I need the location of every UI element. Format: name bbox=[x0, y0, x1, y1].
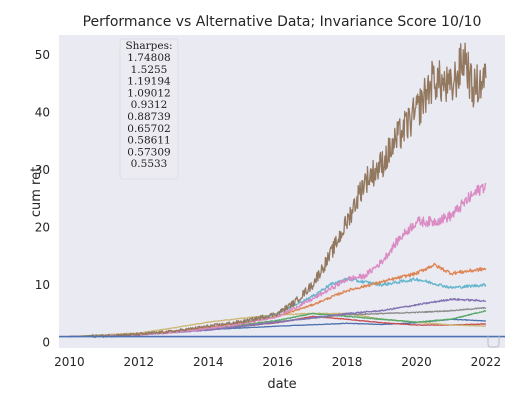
sharpe-value: 1.09012 bbox=[127, 87, 170, 99]
sharpe-value: 1.19194 bbox=[127, 76, 171, 88]
sharpe-annotation-title: Sharpes: bbox=[125, 40, 172, 52]
sharpe-values: 1.748081.52551.191941.090120.93120.88739… bbox=[127, 52, 171, 170]
y-tick-label: 0 bbox=[42, 335, 50, 349]
y-tick-label: 40 bbox=[35, 106, 50, 120]
series-line bbox=[69, 42, 487, 339]
x-tick-label: 2020 bbox=[401, 355, 432, 369]
sharpe-value: 0.58611 bbox=[127, 135, 170, 147]
y-axis-label: cum ret bbox=[29, 167, 44, 217]
y-tick-label: 30 bbox=[35, 163, 50, 177]
sharpe-value: 1.5255 bbox=[131, 64, 168, 76]
x-tick-label: 2014 bbox=[193, 355, 224, 369]
x-tick-label: 2010 bbox=[54, 355, 85, 369]
sharpe-annotation-box bbox=[119, 38, 179, 180]
sharpe-value: 0.65702 bbox=[127, 123, 170, 135]
series-layer bbox=[69, 42, 487, 339]
x-tick-labels: 2010 2012 2014 2016 2018 2020 2022 bbox=[54, 355, 501, 369]
y-tick-label: 20 bbox=[35, 220, 50, 234]
sharpe-annotation: Sharpes: 1.748081.52551.191941.090120.93… bbox=[119, 38, 179, 180]
sharpe-value: 0.88739 bbox=[127, 111, 170, 123]
x-axis-label: date bbox=[267, 377, 296, 392]
sharpe-value: 0.57309 bbox=[127, 146, 170, 158]
chart-title: Performance vs Alternative Data; Invaria… bbox=[83, 14, 482, 30]
x-tick-label: 2012 bbox=[124, 355, 155, 369]
sharpe-value: 0.5533 bbox=[131, 158, 168, 170]
x-tick-label: 2016 bbox=[262, 355, 293, 369]
legend-stub bbox=[487, 336, 500, 348]
sharpe-value: 0.9312 bbox=[131, 99, 168, 111]
y-tick-label: 50 bbox=[35, 48, 50, 62]
y-tick-labels: 0 10 20 30 40 50 bbox=[35, 48, 50, 349]
x-tick-label: 2022 bbox=[471, 355, 502, 369]
x-tick-label: 2018 bbox=[332, 355, 363, 369]
legend-stub-shape bbox=[487, 336, 500, 348]
y-tick-label: 10 bbox=[35, 278, 50, 292]
sharpe-value: 1.74808 bbox=[127, 52, 170, 64]
